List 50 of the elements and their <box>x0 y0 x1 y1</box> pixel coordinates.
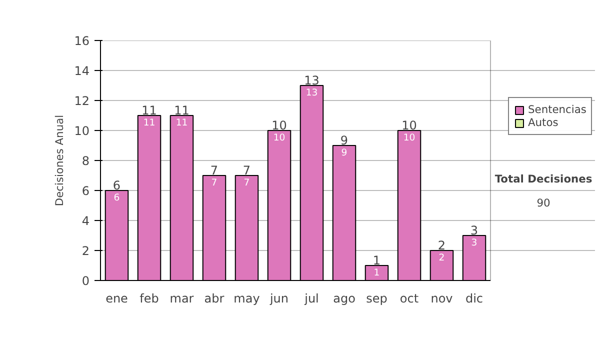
data-label: 11 <box>143 118 156 128</box>
x-tick-label: sep <box>366 292 388 306</box>
total-label: 11 <box>174 104 190 118</box>
y-tick-label: 14 <box>74 64 90 78</box>
data-label: 13 <box>306 88 318 98</box>
data-label: 11 <box>176 118 188 128</box>
y-tick-label: 8 <box>82 154 90 168</box>
x-tick-label: may <box>234 292 260 306</box>
y-tick-label: 4 <box>82 214 90 228</box>
x-tick-label: dic <box>465 292 484 306</box>
x-tick-label: jun <box>268 292 289 306</box>
y-tick-label: 12 <box>74 94 90 108</box>
y-tick-label: 2 <box>82 244 90 258</box>
text: Total Decisiones <box>494 172 592 186</box>
x-tick-label: ago <box>333 292 356 306</box>
x-tick-label: nov <box>430 292 453 306</box>
total-label: 13 <box>304 74 320 88</box>
y-axis-title: Decisiones Anual <box>53 114 66 206</box>
x-tick-label: ene <box>106 292 128 306</box>
y-tick-label: 0 <box>82 274 90 288</box>
data-label: 1 <box>374 268 380 278</box>
data-label: 9 <box>341 148 348 158</box>
total-label: 10 <box>402 118 417 132</box>
text: 90 <box>536 196 550 210</box>
total-label: 10 <box>272 118 287 132</box>
total-label: 11 <box>142 104 157 118</box>
data-label: 10 <box>273 132 286 144</box>
x-tick-label: mar <box>170 292 194 306</box>
data-label: 3 <box>471 238 478 248</box>
y-tick-label: 6 <box>82 184 90 198</box>
total-label: 9 <box>340 134 348 148</box>
total-label: 3 <box>470 224 478 238</box>
x-tick-label: jul <box>304 292 319 306</box>
x-tick-label: oct <box>400 292 419 306</box>
x-tick-label: feb <box>140 292 159 306</box>
legend-label: Sentencias <box>528 103 586 116</box>
data-label: 6 <box>114 192 120 204</box>
total-label: 7 <box>210 164 218 178</box>
data-label: 7 <box>244 178 250 188</box>
data-label: 7 <box>211 178 218 188</box>
total-label: 6 <box>112 178 121 192</box>
legend-label: Autos <box>528 116 558 129</box>
total-label: 2 <box>438 238 446 252</box>
total-label: 7 <box>242 164 251 178</box>
data-label: 10 <box>403 132 416 144</box>
y-tick-label: 16 <box>74 34 90 48</box>
data-label: 2 <box>438 252 445 264</box>
total-label: 1 <box>372 254 381 268</box>
y-tick-label: 10 <box>74 124 90 138</box>
x-tick-label: abr <box>204 292 224 306</box>
